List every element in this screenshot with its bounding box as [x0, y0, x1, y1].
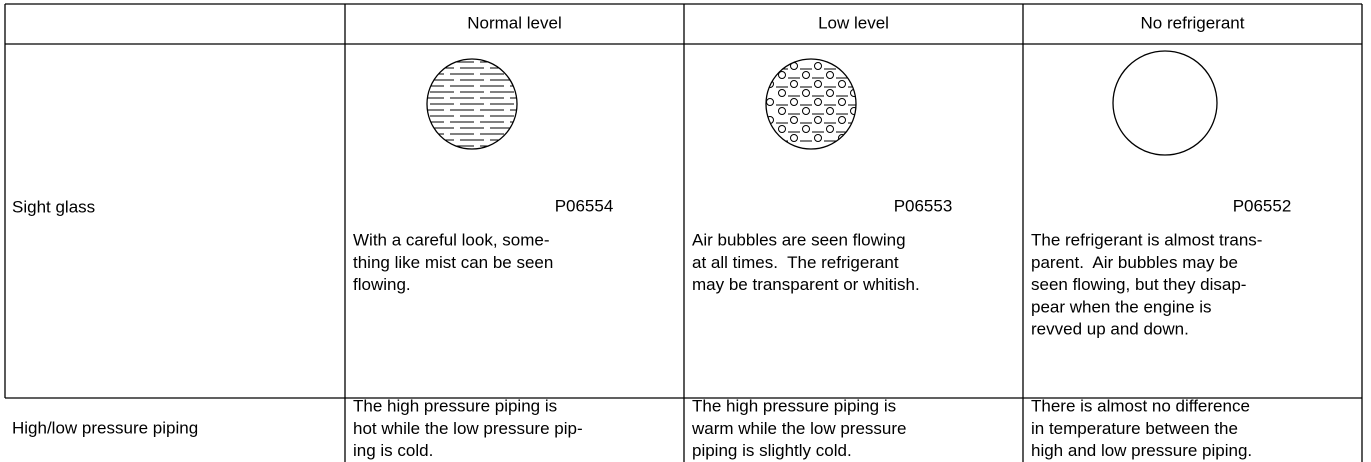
sight-glass-low: [766, 59, 856, 149]
cell-text: warm while the low pressure: [691, 419, 906, 438]
cell-text: The high pressure piping is: [692, 396, 896, 415]
bubble: [851, 126, 858, 133]
cell-text: The high pressure piping is: [353, 396, 557, 415]
cell-text: revved up and down.: [1031, 320, 1189, 339]
sight-glass-empty: [1113, 51, 1217, 155]
cell-text: flowing.: [353, 275, 411, 294]
bubble: [815, 63, 822, 70]
cell-text: ing is cold.: [353, 441, 433, 460]
bubble: [815, 81, 822, 88]
bubble: [803, 108, 810, 115]
bubble: [815, 99, 822, 106]
bubble: [839, 81, 846, 88]
row-label: Sight glass: [12, 197, 95, 216]
figure-code: P06553: [894, 196, 953, 215]
cell-text: thing like mist can be seen: [353, 253, 553, 272]
bubble: [791, 81, 798, 88]
cell-text: The refrigerant is almost trans-: [1031, 230, 1262, 249]
cell-text: piping is slightly cold.: [692, 441, 852, 460]
bubble: [779, 108, 786, 115]
bubble: [827, 126, 834, 133]
cell-text: parent. Air bubbles may be: [1031, 253, 1238, 272]
cell-text: seen flowing, but they disap-: [1031, 275, 1246, 294]
cell-text: pear when the engine is: [1031, 297, 1212, 316]
cell-text: There is almost no difference: [1031, 396, 1250, 415]
bubble: [779, 90, 786, 97]
bubble: [767, 63, 774, 70]
bubble: [815, 117, 822, 124]
table: Normal level Low level No refrigerant Sight…: [0, 0, 1371, 462]
column-header: No refrigerant: [1141, 13, 1245, 32]
row-label: High/low pressure piping: [12, 418, 198, 437]
bubble: [779, 126, 786, 133]
cell-text: With a careful look, some-: [353, 230, 550, 249]
figure-code: P06554: [555, 196, 614, 215]
cell-text: high and low pressure piping.: [1031, 441, 1252, 460]
cell-text: in temperature between the: [1031, 419, 1238, 438]
cell-text: may be transparent or whitish.: [692, 275, 920, 294]
bubble: [803, 72, 810, 79]
bubble: [791, 117, 798, 124]
bubble: [851, 72, 858, 79]
bubble: [851, 108, 858, 115]
cell-text: Air bubbles are seen flowing: [692, 230, 906, 249]
bubble: [839, 99, 846, 106]
column-header: Normal level: [467, 13, 561, 32]
bubble: [803, 126, 810, 133]
bubble: [791, 135, 798, 142]
bubble: [791, 99, 798, 106]
bubble: [767, 99, 774, 106]
cell-text: at all times. The refrigerant: [692, 253, 899, 272]
column-header: Low level: [818, 13, 889, 32]
cell-text: hot while the low pressure pip-: [353, 419, 583, 438]
bubble: [827, 72, 834, 79]
bubble: [803, 90, 810, 97]
bubble: [767, 135, 774, 142]
bubble: [839, 117, 846, 124]
bubble: [815, 135, 822, 142]
bubble: [827, 90, 834, 97]
bubble: [827, 108, 834, 115]
figure-code: P06552: [1233, 196, 1292, 215]
page: Normal level Low level No refrigerant Sight…: [0, 0, 1371, 462]
